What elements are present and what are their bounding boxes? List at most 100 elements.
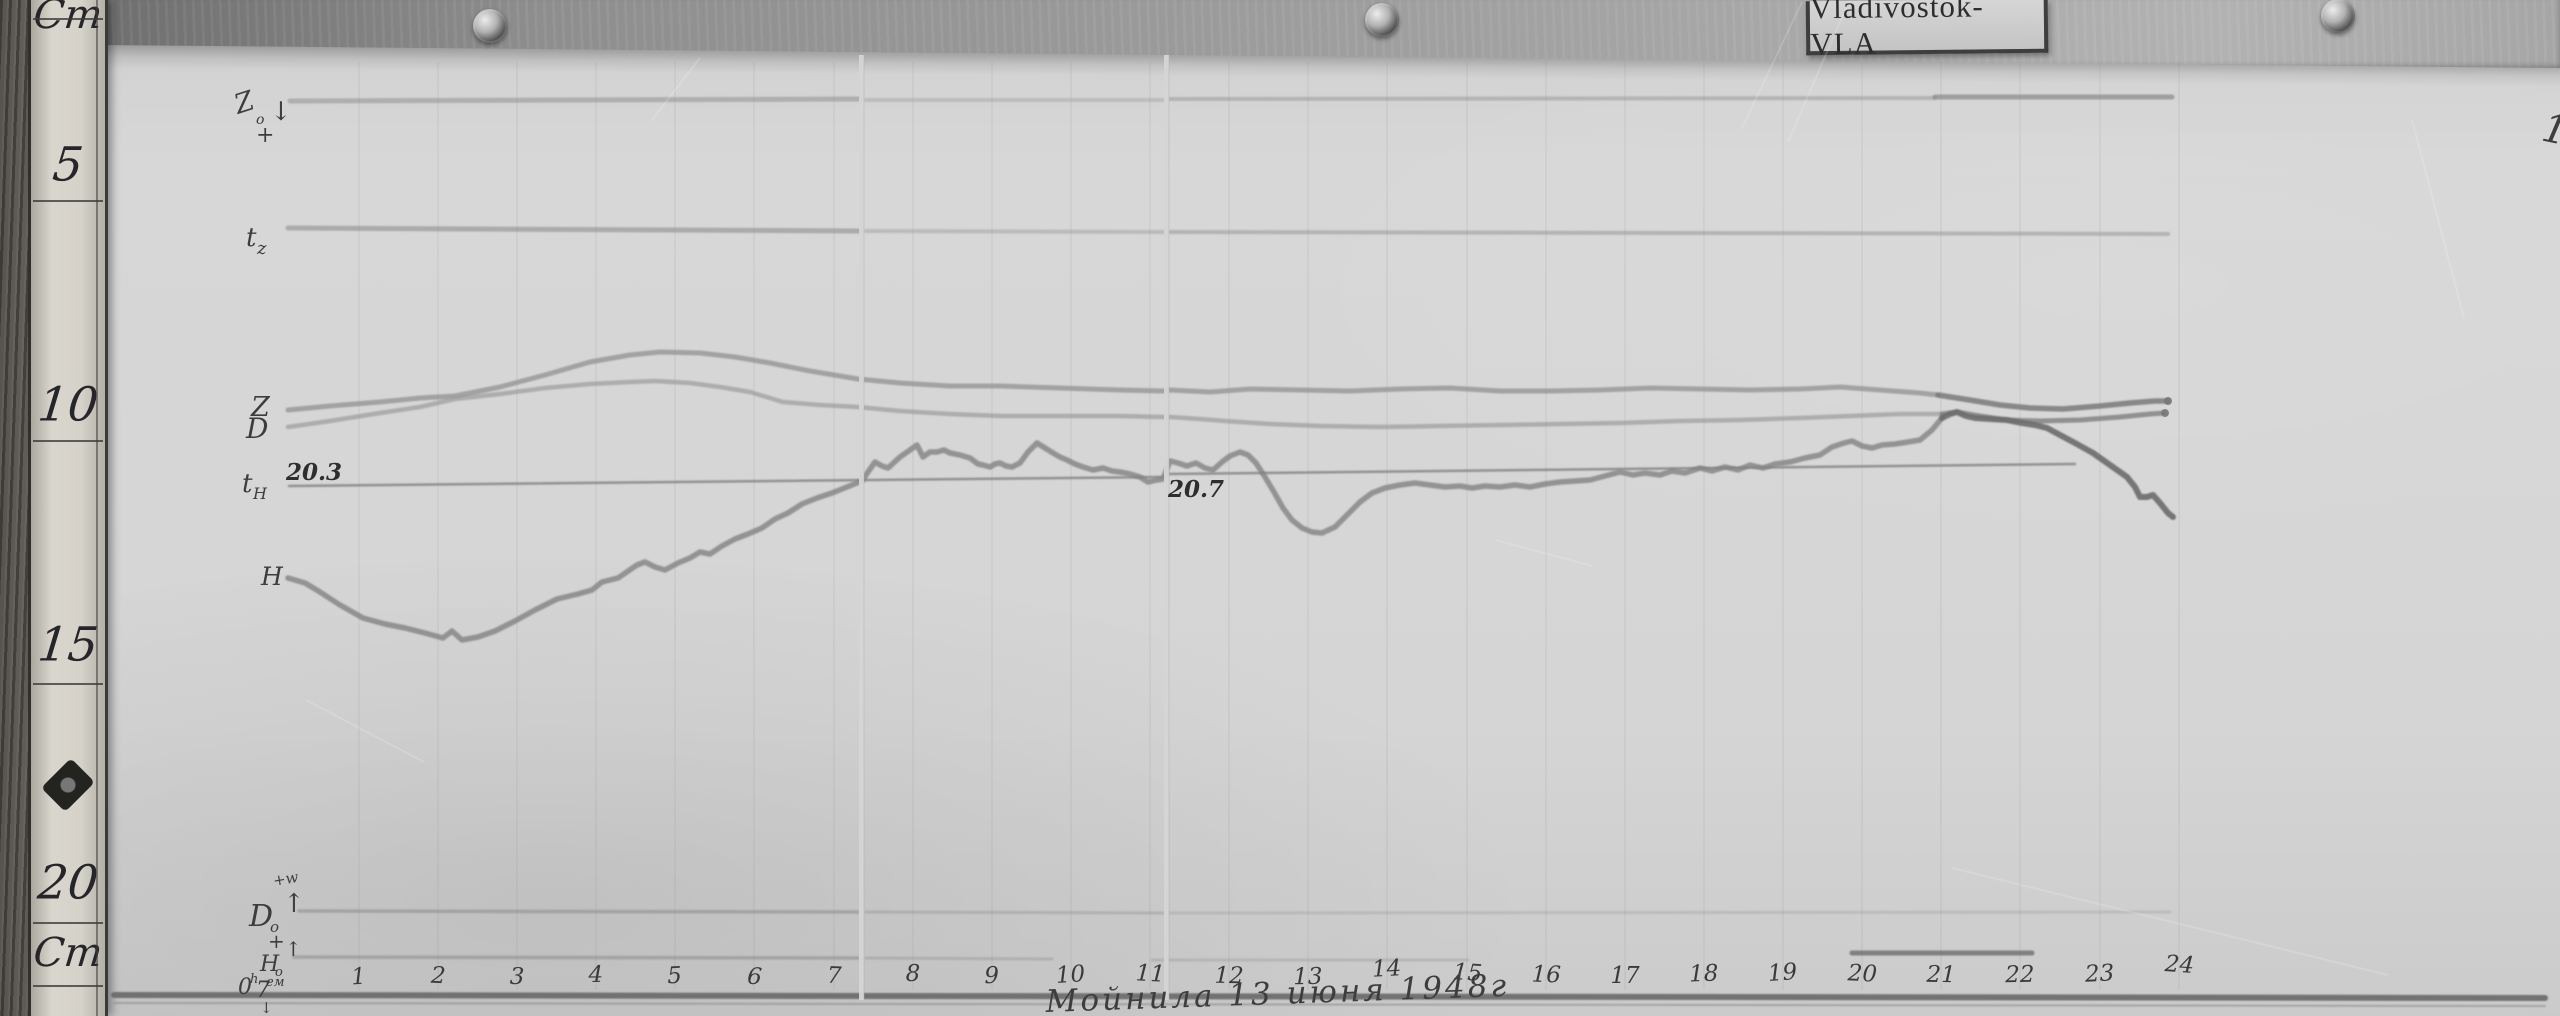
trace-H <box>285 415 1945 643</box>
z0-baseline-a <box>287 96 863 104</box>
ruler-tick-line <box>33 922 103 924</box>
hour-label-7: 7 <box>826 963 842 990</box>
hour-label-19: 19 <box>1767 959 1798 987</box>
annotation-20: o <box>275 965 283 980</box>
annotation-22: 0 <box>238 975 252 1000</box>
hour-label-5: 5 <box>667 963 683 990</box>
tz-baseline-c <box>1168 230 2170 236</box>
scratch-5 <box>1495 539 1593 567</box>
annotation-4: t <box>246 223 257 253</box>
ruler-tick-line <box>33 440 103 442</box>
tz-baseline-a <box>285 225 863 234</box>
annotation-18: ↑ <box>285 937 302 961</box>
screw-icon <box>473 9 507 43</box>
ruler-tick-line <box>33 985 103 987</box>
screw-icon <box>2321 0 2355 33</box>
hour-label-17: 17 <box>1610 963 1640 989</box>
annotation-17: + <box>268 929 285 953</box>
annotation-10: 20.3 <box>285 459 342 486</box>
annotation-25: ↓ <box>260 999 273 1016</box>
trace-end-dot-1 <box>2164 397 2172 405</box>
annotation-26: 1 <box>2538 105 2560 155</box>
trace-end-dots <box>2161 397 2172 417</box>
annotation-24: 7 <box>256 978 270 1003</box>
trace-D <box>285 378 1945 430</box>
hour-label-12: 12 <box>1214 963 1244 990</box>
annotation-1: o <box>256 112 264 128</box>
scratch-7 <box>305 699 425 763</box>
scratch-3 <box>651 57 701 121</box>
tz-baseline-b <box>864 229 1165 234</box>
ruler-tick-line <box>33 18 103 20</box>
hour-label-13: 13 <box>1293 964 1323 991</box>
z0-baseline-c <box>1168 96 1937 101</box>
h0-baseline-a <box>292 955 860 960</box>
ruler-tick-line <box>33 200 103 202</box>
scratch-4 <box>1951 867 2389 976</box>
annotation-9: H <box>252 484 268 503</box>
hour-label-4: 4 <box>587 962 603 988</box>
hour-label-18: 18 <box>1689 961 1719 988</box>
hour-gridlines <box>358 62 2180 990</box>
ruler-tick-line <box>33 683 103 685</box>
th-line-right <box>1166 462 2077 476</box>
hour-label-3: 3 <box>510 964 525 990</box>
scratch-6 <box>2411 119 2465 319</box>
scratch-marks <box>305 1 2465 976</box>
hour-label-23: 23 <box>2083 960 2115 988</box>
hour-label-10: 10 <box>1055 961 1086 989</box>
hour-label-15: 15 <box>1452 959 1483 987</box>
hour-label-14: 14 <box>1371 955 1402 982</box>
hour-label-8: 8 <box>906 961 921 987</box>
annotation-8: t <box>242 469 253 499</box>
annotation-12: 20.7 <box>1167 476 1224 503</box>
annotation-6: Z <box>250 392 271 423</box>
annotation-0: Z <box>230 85 260 121</box>
hour-label-16: 16 <box>1531 962 1561 989</box>
annotation-21: ем <box>266 975 284 990</box>
hour-label-11: 11 <box>1135 960 1166 987</box>
annotation-15: ↑ <box>283 889 305 919</box>
scratch-1 <box>1741 1 1803 129</box>
hour-label-1: 1 <box>350 964 366 991</box>
hour-label-2: 2 <box>429 963 446 990</box>
paper-seam-1 <box>859 55 864 1000</box>
th-line-left <box>287 475 1165 488</box>
ruler: Cm Cm 5 10 15 20 <box>28 0 108 1016</box>
hour-label-24: 24 <box>2163 951 2195 979</box>
annotation-3: + <box>256 123 274 148</box>
d0-baseline-b <box>864 910 1165 915</box>
paper-seams <box>859 55 1170 1000</box>
d0-baseline-c <box>1168 910 2172 915</box>
annotation-7: D <box>245 412 268 445</box>
annotation-13: D <box>248 899 273 934</box>
screw-icon <box>1365 3 1399 37</box>
hour-label-6: 6 <box>746 964 762 991</box>
annotation-5: z <box>256 238 267 259</box>
annotation-19: H <box>259 952 280 977</box>
time-axis-lower <box>113 1002 2546 1007</box>
trace-H-end <box>1939 409 2176 520</box>
scratch-2 <box>1787 7 1847 143</box>
annotation-16: +w <box>272 868 300 890</box>
d0-baseline-a <box>297 909 860 914</box>
annotation-2: ↓ <box>270 97 292 127</box>
hour-label-9: 9 <box>984 963 1000 989</box>
hour-labels: 1 2 3 4 5 6 7 8 9 10 11 12 13 14 15 16 17 18 19 20 21 22 23 24 <box>350 951 2195 991</box>
h0-baseline-b <box>864 956 1054 961</box>
hour-label-21: 21 <box>1925 962 1956 989</box>
baseline-traces <box>111 94 2548 1007</box>
paper-seam-2 <box>1164 55 1169 1000</box>
annotation-27: Мойнила 13 июня 1948г <box>1044 968 1510 1016</box>
annotation-23: h <box>250 972 258 987</box>
hour-label-20: 20 <box>1846 960 1878 988</box>
annotation-14: o <box>270 918 279 936</box>
hour-label-22: 22 <box>2004 962 2035 989</box>
trace-Z-end <box>1935 392 2171 412</box>
time-axis <box>111 992 2548 1001</box>
component-traces <box>285 349 2176 643</box>
trace-Z <box>285 349 1941 413</box>
